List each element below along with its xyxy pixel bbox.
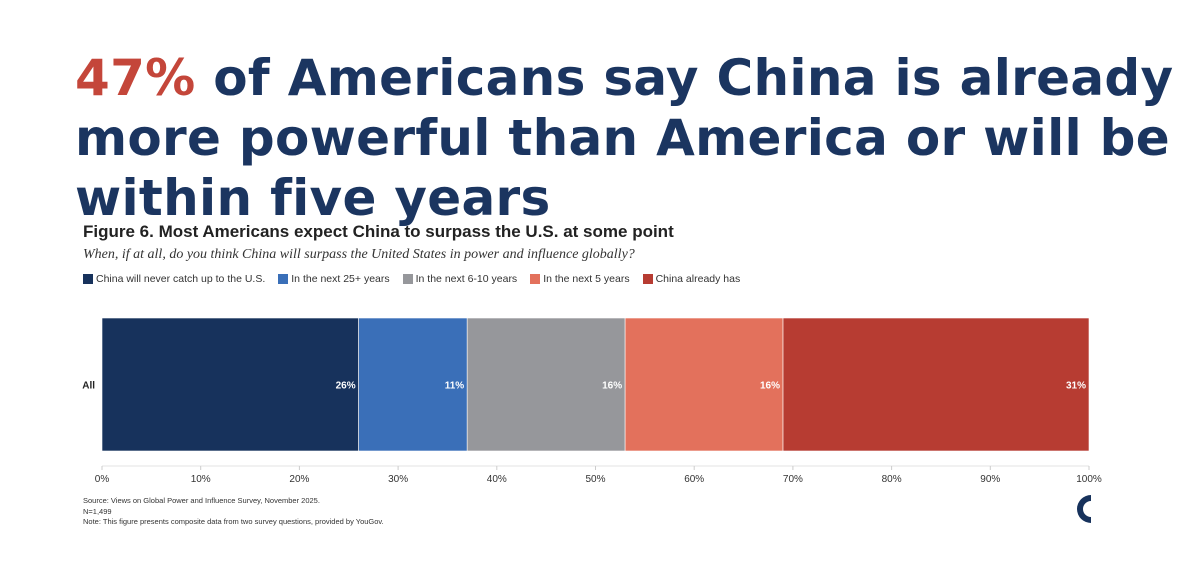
legend-label: China already has [655, 273, 741, 285]
x-tick-label: 40% [487, 474, 507, 485]
legend-label: In the next 6-10 years [415, 273, 518, 285]
bar-segment [624, 317, 784, 452]
data-label: 16% [602, 381, 622, 392]
legend-item-6-10: In the next 6-10 years [402, 273, 518, 285]
data-label: 31% [1066, 381, 1086, 392]
x-tick-label: 0% [95, 474, 110, 485]
chart-legend: China will never catch up to the U.S. In… [83, 273, 753, 285]
legend-swatch [278, 274, 289, 284]
x-tick-label: 90% [980, 474, 1000, 485]
data-label: 11% [445, 381, 465, 392]
stacked-bar-chart: All 26% 11% 16% 16% 31% 0% 10% 20% 30% 40% 50% 60% 70… [82, 317, 1102, 485]
legend-item-25-plus: In the next 25+ years [278, 273, 390, 285]
methodology-note: Note: This figure presents composite dat… [83, 517, 384, 526]
figure-subtitle: When, if at all, do you think China will… [83, 247, 635, 262]
data-label: 26% [336, 381, 356, 392]
x-tick-label: 80% [882, 474, 902, 485]
x-tick-label: 20% [289, 474, 309, 485]
headline: 47% of Americans say China is already mo… [75, 48, 1185, 228]
legend-swatch [530, 274, 541, 284]
x-tick-label: 30% [388, 474, 408, 485]
bar-segment [101, 317, 359, 452]
data-label: 16% [760, 381, 780, 392]
legend-item-5: In the next 5 years [530, 273, 630, 285]
legend-label: In the next 5 years [543, 273, 630, 285]
legend-item-already: China already has [642, 273, 741, 285]
crescent-c-logo-icon [1077, 495, 1105, 523]
headline-text: of Americans say China is already more p… [75, 49, 1174, 227]
legend-swatch [642, 274, 653, 284]
source-note: Source: Views on Global Power and Influe… [83, 496, 320, 505]
headline-highlight: 47% [75, 49, 196, 107]
x-tick-label: 60% [684, 474, 704, 485]
category-label: All [82, 381, 95, 392]
sample-size-note: N=1,499 [83, 506, 112, 516]
x-tick-label: 100% [1076, 474, 1102, 485]
legend-label: China will never catch up to the U.S. [96, 273, 266, 285]
legend-label: In the next 25+ years [291, 273, 390, 285]
x-tick-label: 50% [585, 474, 605, 485]
figure-title: Figure 6. Most Americans expect China to… [83, 222, 674, 241]
x-tick-label: 70% [783, 474, 803, 485]
x-tick-label: 10% [191, 474, 211, 485]
legend-item-never: China will never catch up to the U.S. [83, 273, 265, 285]
legend-swatch [83, 274, 93, 284]
bar-segment [782, 317, 1090, 452]
bar-segment [358, 317, 468, 452]
bar-segment [466, 317, 626, 452]
chart-notes: Source: Views on Global Power and Influe… [83, 496, 384, 528]
legend-swatch [402, 274, 413, 284]
